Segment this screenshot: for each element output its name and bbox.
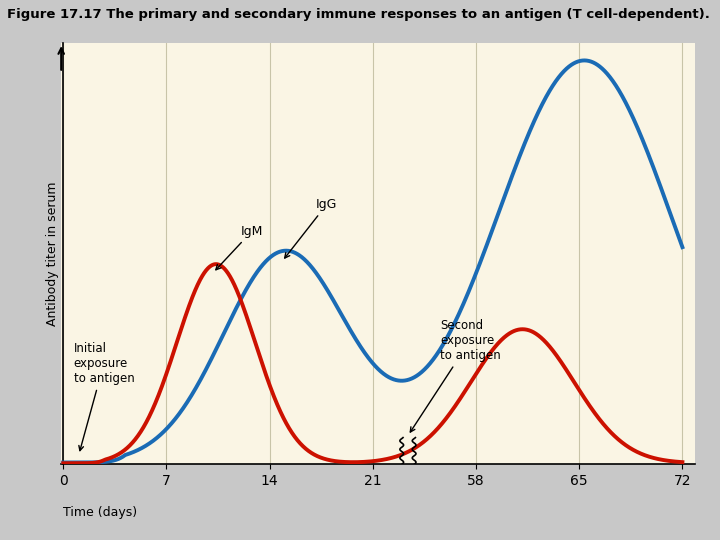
Text: IgG: IgG [284,198,338,258]
Text: Initial
exposure
to antigen: Initial exposure to antigen [73,342,135,451]
Text: Second
exposure
to antigen: Second exposure to antigen [410,319,500,432]
Text: Figure 17.17 The primary and secondary immune responses to an antigen (T cell-de: Figure 17.17 The primary and secondary i… [7,8,710,21]
Text: Time (days): Time (days) [63,506,138,519]
Y-axis label: Antibody titer in serum: Antibody titer in serum [46,181,59,326]
Text: IgM: IgM [216,225,263,270]
